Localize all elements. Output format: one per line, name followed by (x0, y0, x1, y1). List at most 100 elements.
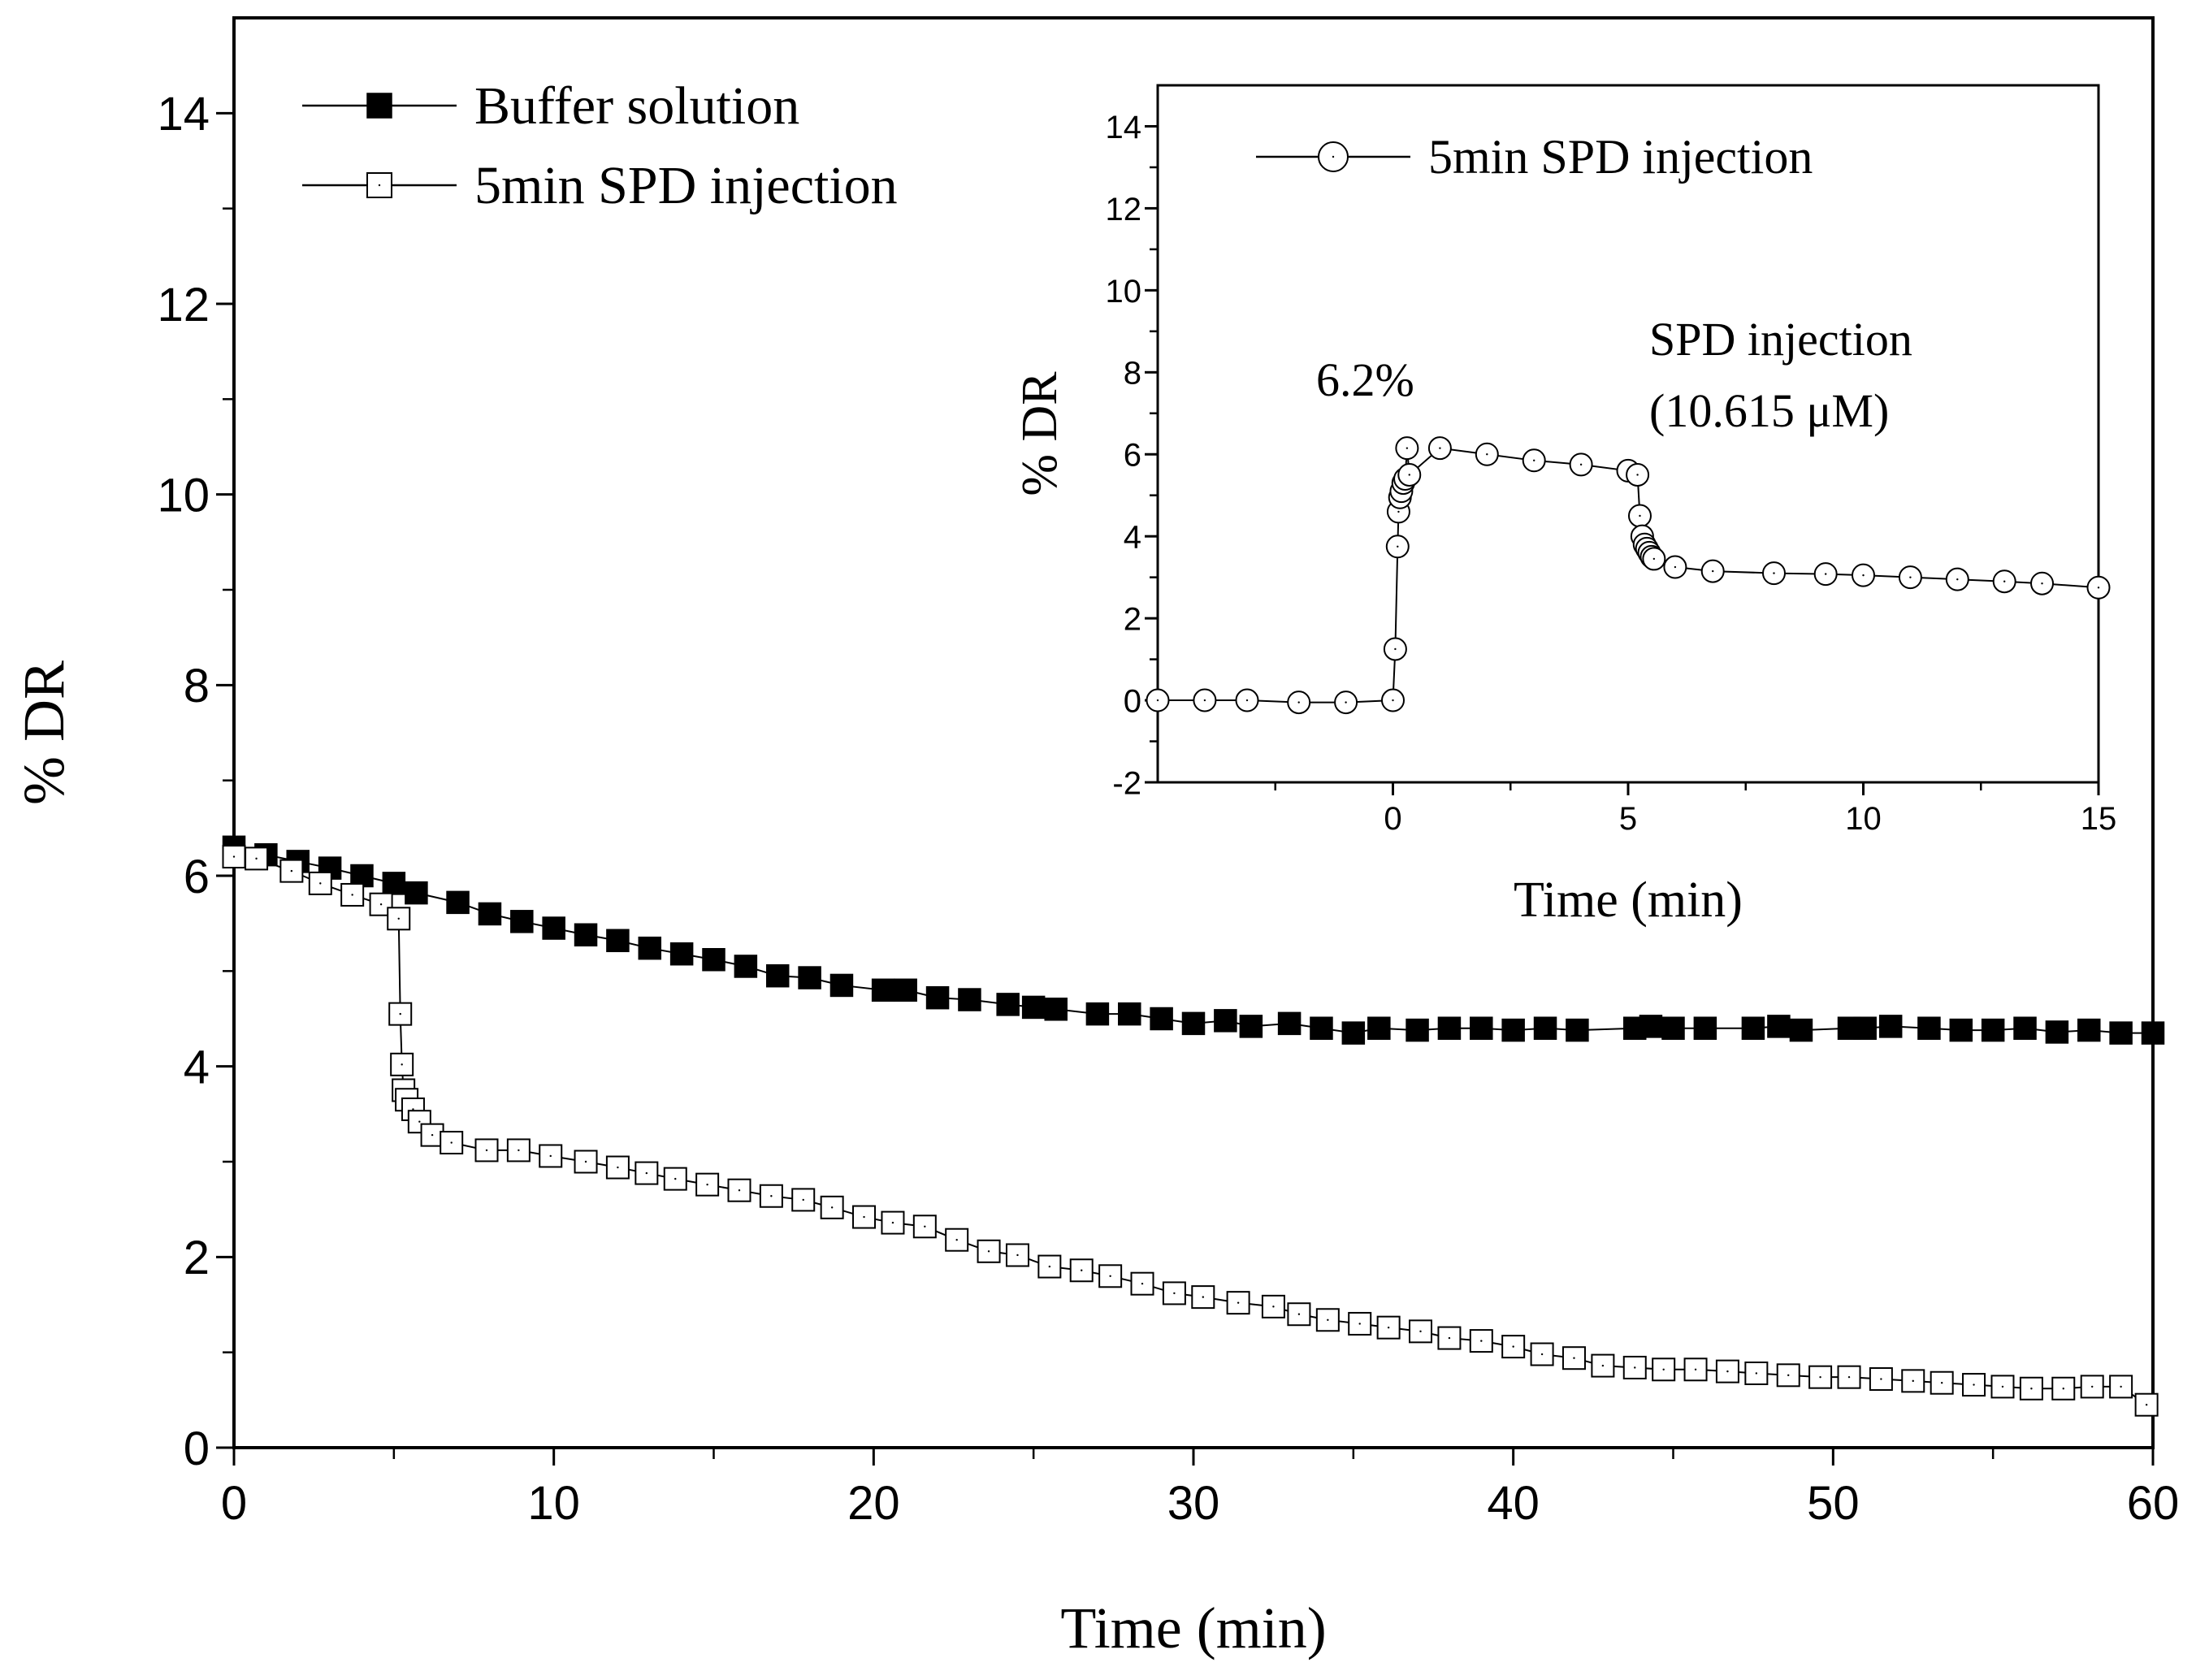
x-tick-label: 0 (221, 1477, 247, 1530)
data-point (1566, 1018, 1589, 1042)
marker-center-dot (290, 869, 293, 872)
data-point (1118, 1002, 1141, 1026)
marker-center-dot (1480, 1340, 1483, 1342)
data-point (791, 1188, 816, 1212)
marker-center-dot (412, 1108, 414, 1111)
data-point (1693, 1016, 1717, 1040)
legend-label: Buffer solution (474, 76, 799, 136)
series-line (233, 846, 2153, 1034)
data-point (390, 1052, 414, 1076)
marker-center-dot (1819, 1375, 1821, 1379)
data-point (1235, 688, 1259, 712)
marker-center-dot (1674, 565, 1677, 569)
data-point (474, 1138, 499, 1163)
data-point (1878, 1015, 1903, 1038)
data-point (881, 1210, 905, 1235)
marker-square (2134, 1392, 2159, 1417)
y-tick-label: 12 (1106, 192, 1142, 227)
marker-center-dot (1394, 647, 1397, 651)
annotation-spd-injection: SPD injection (1649, 313, 1912, 366)
data-point (2109, 1021, 2133, 1045)
marker-center-dot (401, 1063, 403, 1066)
marker-center-dot (1652, 557, 1656, 561)
data-point (605, 1155, 630, 1180)
marker-square (1130, 1271, 1154, 1296)
x-tick-label: 10 (1845, 801, 1882, 837)
marker-center-dot (617, 1166, 619, 1169)
data-point (734, 955, 758, 978)
marker-center-dot (1297, 1313, 1301, 1315)
y-tick-label: 2 (1124, 602, 1141, 638)
data-point (1315, 1308, 1340, 1332)
data-point (1397, 462, 1422, 487)
legend: Buffer solution 5min SPD injection (302, 76, 898, 215)
data-point (702, 948, 726, 972)
marker-center-dot (1327, 1318, 1329, 1321)
y-tick-label: 2 (184, 1232, 210, 1284)
data-point (574, 923, 598, 946)
data-point (1005, 1243, 1029, 1267)
marker-center-dot (1297, 701, 1300, 704)
marker-center-dot (863, 1215, 865, 1219)
marker-square (1315, 1308, 1340, 1332)
marker-center-dot (1512, 1345, 1514, 1348)
marker-center-dot (379, 903, 383, 906)
data-point (1661, 1016, 1685, 1040)
data-point (1021, 995, 1046, 1020)
x-tick-label: 5 (1619, 801, 1637, 837)
data-point (1376, 1315, 1401, 1340)
y-tick-label: -2 (1112, 765, 1141, 801)
data-point (1181, 1011, 1206, 1036)
data-point (1813, 562, 1838, 587)
data-point (1162, 1281, 1186, 1305)
legend-label: 5min SPD injection (1428, 130, 1813, 184)
marker-center-dot (1141, 1282, 1144, 1285)
plot-frame (1156, 84, 2100, 784)
y-axis-title: % DR (1012, 371, 1068, 496)
legend-label: 5min SPD injection (474, 156, 898, 215)
data-point (279, 859, 304, 883)
data-point (542, 916, 565, 940)
marker-center-dot (1755, 1372, 1758, 1375)
marker-center-dot (319, 882, 322, 885)
marker-center-dot (1272, 1305, 1275, 1308)
marker-center-dot (1397, 510, 1400, 513)
data-point (1852, 563, 1875, 587)
data-point (1381, 688, 1405, 712)
marker-center-dot (1345, 701, 1347, 704)
data-point (669, 942, 694, 966)
data-point (765, 963, 790, 988)
data-point (852, 1205, 877, 1229)
marker-center-dot (1358, 1323, 1361, 1325)
y-axis-ticks: 0 2 4 6 8 10 12 14 (157, 88, 234, 1475)
data-point (1663, 555, 1687, 579)
data-point (2080, 1375, 2104, 1399)
data-point (1700, 559, 1725, 583)
data-point (1501, 1018, 1525, 1042)
marker-center-dot (1579, 463, 1583, 466)
legend: 5min SPD injection (1256, 130, 1813, 184)
data-point (1044, 998, 1068, 1021)
marker-center-dot (378, 184, 381, 187)
marker-center-dot (1639, 514, 1641, 517)
marker-center-dot (1601, 1364, 1605, 1367)
marker-center-dot (1439, 447, 1441, 449)
annotation-peak-value: 6.2% (1316, 353, 1414, 406)
data-point (1639, 1015, 1663, 1038)
data-point (1193, 688, 1217, 712)
data-point (2109, 1375, 2133, 1399)
data-point (1214, 1009, 1237, 1033)
marker-center-dot (1862, 574, 1865, 577)
marker-center-dot (255, 857, 258, 860)
data-point (1098, 1264, 1123, 1288)
y-tick-label: 10 (1106, 274, 1142, 310)
series-open-circle (1146, 436, 2111, 715)
data-point (420, 1123, 444, 1147)
marker-center-dot (1173, 1292, 1176, 1295)
marker-center-dot (1533, 459, 1535, 462)
data-point (1522, 448, 1546, 473)
series-filled-square (222, 835, 2165, 1045)
marker-center-dot (2120, 1385, 2122, 1388)
marker-center-dot (485, 1149, 488, 1152)
